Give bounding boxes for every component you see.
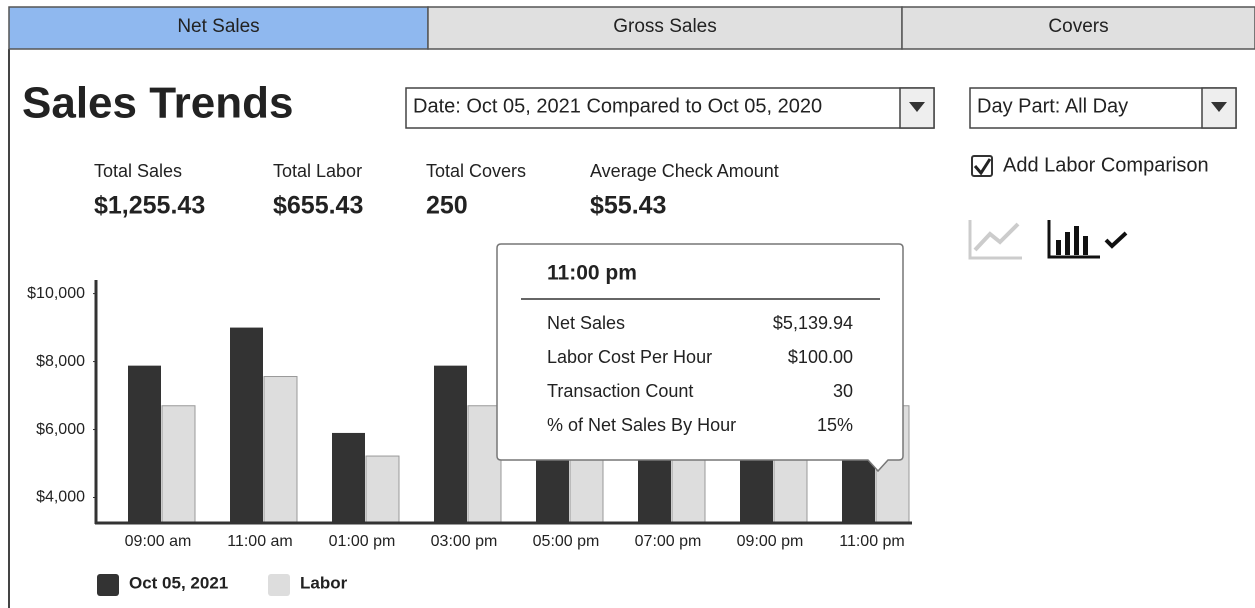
tooltip-label: % of Net Sales By Hour [547, 415, 736, 435]
bar [332, 432, 365, 523]
tab[interactable] [427, 6, 903, 50]
legend-swatch [268, 574, 290, 596]
icon-line [973, 222, 1020, 252]
stat-value: $55.43 [590, 192, 666, 220]
icon-bar [1056, 240, 1061, 255]
x-tick-label: 03:00 pm [431, 533, 498, 550]
tooltip-box [496, 243, 904, 473]
bar [434, 365, 467, 523]
tab-label[interactable]: Net Sales [177, 16, 259, 37]
tooltip-value: 15% [817, 415, 853, 435]
stat-value: 250 [426, 192, 468, 220]
x-tick-label: 01:00 pm [329, 533, 396, 550]
y-tick-label: $4,000 [36, 489, 85, 506]
tooltip: 11:00 pm Net Sales $5,139.94 Labor Cost Per… [496, 243, 904, 473]
page-title: Sales Trends [22, 79, 293, 128]
tooltip-value: 30 [833, 381, 853, 401]
tooltip-label: Transaction Count [547, 381, 693, 401]
legend-label: Labor [300, 573, 348, 592]
tab-label[interactable]: Covers [1048, 16, 1108, 37]
checkmark [973, 158, 992, 176]
stat-value: $655.43 [273, 192, 363, 220]
icon-bar [1065, 232, 1070, 255]
icon-axis [968, 220, 1022, 260]
x-tick-label: 11:00 am [227, 533, 293, 550]
dropdown-arrow [1211, 102, 1227, 112]
stat-label: Total Covers [426, 161, 526, 181]
bar [842, 458, 875, 523]
stat-label: Total Labor [273, 161, 362, 181]
bar [230, 327, 263, 523]
tab-label[interactable]: Gross Sales [613, 16, 716, 37]
tooltip-label: Net Sales [547, 313, 625, 333]
x-tick-label: 09:00 pm [737, 533, 804, 550]
tooltip-value: $5,139.94 [773, 313, 853, 333]
y-tick-label: $6,000 [36, 421, 85, 438]
icon-axis [1047, 220, 1100, 259]
stat-label: Total Sales [94, 161, 182, 181]
stat-value: $1,255.43 [94, 192, 205, 220]
bar [365, 455, 400, 524]
tooltip-title: 11:00 pm [547, 262, 637, 285]
y-tick-label: $10,000 [27, 285, 85, 302]
x-tick-label: 11:00 pm [839, 533, 905, 550]
day-part-text: Day Part: All Day [977, 95, 1128, 117]
day-part-dropdown[interactable] [969, 87, 1237, 129]
tooltip-value: $100.00 [788, 347, 853, 367]
selected-check [1104, 231, 1128, 249]
bar-chart-toggle[interactable] [1047, 220, 1100, 259]
bar [467, 405, 502, 524]
bar [128, 365, 161, 523]
tooltip-label: Labor Cost Per Hour [547, 347, 712, 367]
stat-label: Average Check Amount [590, 161, 779, 181]
icon-bar [1074, 226, 1079, 255]
x-tick-label: 05:00 pm [533, 533, 600, 550]
line-chart-toggle[interactable] [968, 220, 1022, 260]
legend-label: Oct 05, 2021 [129, 573, 228, 592]
x-tick-label: 07:00 pm [635, 533, 702, 550]
legend-swatch [97, 574, 119, 596]
y-tick-label: $8,000 [36, 353, 85, 370]
dropdown-arrow [909, 102, 925, 112]
bar [263, 376, 298, 524]
bar [161, 405, 196, 524]
tab[interactable] [901, 6, 1255, 50]
checkbox-label[interactable]: Add Labor Comparison [1003, 154, 1209, 176]
x-tick-label: 09:00 am [125, 533, 192, 550]
icon-bar [1083, 236, 1088, 255]
date-filter-text: Date: Oct 05, 2021 Compared to Oct 05, 2… [413, 95, 822, 117]
